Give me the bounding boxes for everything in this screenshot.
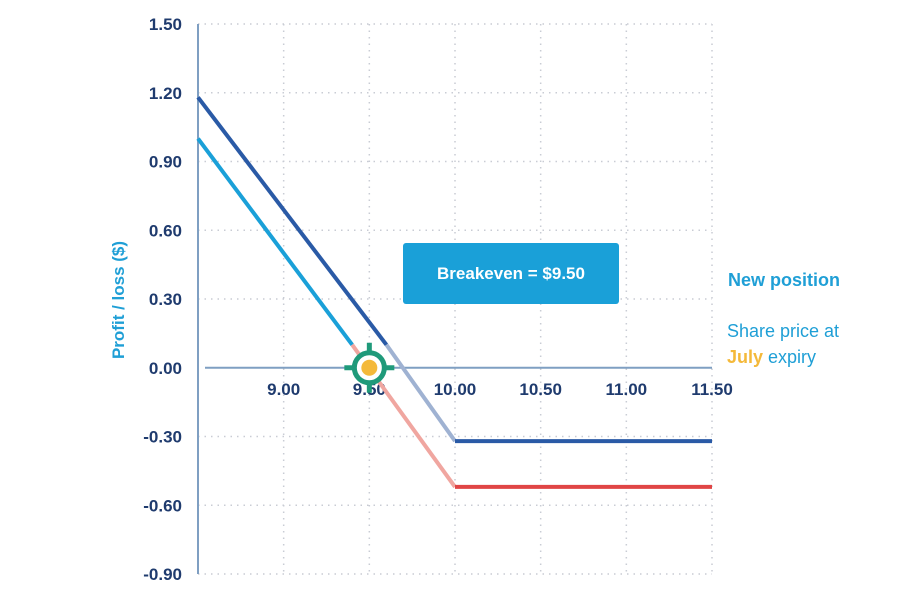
payoff-lines [196,96,712,489]
grid [198,23,713,575]
legend-share-after: expiry [763,347,817,367]
y-tick-label: -0.90 [143,565,182,584]
y-tick-label: -0.30 [143,428,182,447]
x-tick-label: 10.50 [519,380,562,399]
x-tick-label: 10.00 [434,380,477,399]
breakeven-callout: Breakeven = $9.50 [403,243,619,304]
legend-share-price: Share price at July expiry [727,318,897,370]
expiry-line-profit [196,137,354,347]
y-tick-label: 0.90 [149,153,182,172]
legend-share-before: Share price at [727,321,840,341]
breakeven-dot [361,359,378,376]
new-position-line-profit [196,96,389,347]
y-axis-label: Profit / loss ($) [109,241,128,359]
y-tick-label: 0.60 [149,221,182,240]
y-tick-labels: 1.50 1.20 0.90 0.60 0.30 0.00 -0.30 -0.60 -0.90 [143,15,182,584]
x-tick-label: 11.50 [691,380,733,399]
y-tick-label: -0.60 [143,496,182,515]
x-tick-label: 11.00 [606,380,648,399]
new-position-line-transition [384,343,457,443]
y-tick-label: 1.50 [149,15,182,34]
axes [197,24,712,574]
x-tick-label: 9.00 [267,380,300,399]
legend-share-july: July [727,347,764,367]
y-tick-label: 0.30 [149,290,182,309]
y-tick-label: 1.20 [149,84,182,103]
y-tick-label: 0.00 [149,359,182,378]
breakeven-marker [344,342,395,393]
legend-new-position: New position [728,270,840,290]
